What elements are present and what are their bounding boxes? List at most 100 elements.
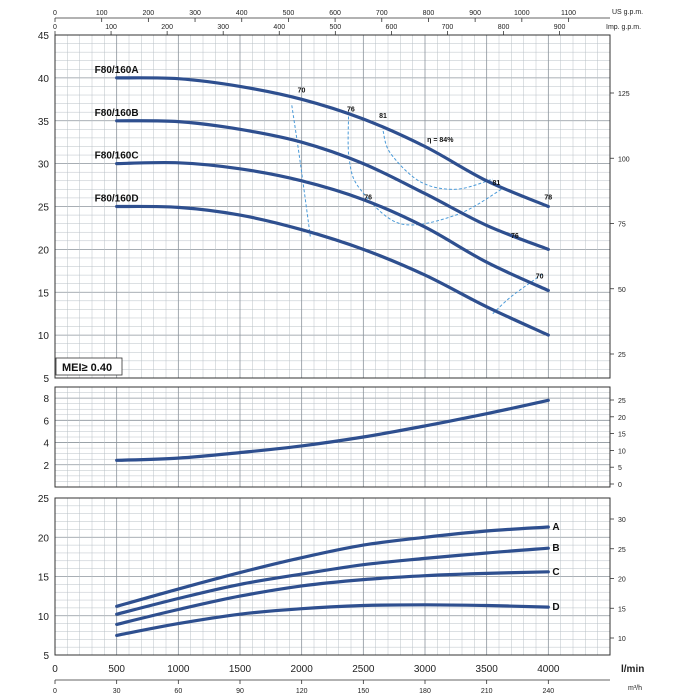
head-right-tick: 75 [618,222,626,229]
bottom-axis-lmin-label: l/min [621,664,644,675]
top-us-tick: 800 [423,10,435,17]
power-series-line [115,546,550,616]
bottom-lmin-tick: 500 [108,664,125,675]
head-left-tick: 25 [38,203,50,214]
bottom-axis-m3h-label: m³/h [628,685,642,692]
bottom-m3h-tick: 150 [357,688,369,695]
top-us-tick: 1000 [514,10,530,17]
top-imp-tick: 600 [386,24,398,31]
bottom-m3h-tick: 60 [174,688,182,695]
head-left-tick: 10 [38,331,50,342]
npsh-left-tick: 2 [43,461,49,472]
npsh-left-tick: 6 [43,416,49,427]
efficiency-curve-0 [291,105,311,237]
head-left-tick: 40 [38,74,50,85]
top-imp-tick: 900 [554,24,566,31]
power-right-tick: 30 [618,517,626,524]
efficiency-label: 76 [364,195,372,202]
power-series-line [115,525,550,608]
npsh-left-tick: 8 [43,394,49,405]
top-us-tick: 200 [143,10,155,17]
head-series-line [115,204,550,337]
npsh-right-tick: 15 [618,432,626,439]
power-right-tick: 10 [618,636,626,643]
efficiency-label: 81 [379,113,387,120]
head-series-label: F80/160A [95,65,139,76]
top-us-tick: 700 [376,10,388,17]
chart-grids [54,34,611,656]
head-series-label: F80/160D [95,194,139,205]
efficiency-curve-2 [382,130,493,190]
top-us-tick: 600 [329,10,341,17]
top-axis-imp-gpm-label: Imp. g.p.m. [606,24,641,31]
power-grid [54,497,611,656]
power-series-label: C [552,567,559,578]
efficiency-label: 78 [544,195,552,202]
bottom-lmin-tick: 4000 [537,664,560,675]
efficiency-label: 76 [347,106,355,113]
top-imp-tick: 800 [498,24,510,31]
top-us-tick: 1100 [561,10,576,17]
power-right-tick: 15 [618,606,626,613]
head-right-tick: 50 [618,287,626,294]
power-left-tick: 25 [38,494,50,505]
top-imp-tick: 400 [273,24,285,31]
head-series-line [115,119,550,251]
npsh-grid [54,386,611,488]
npsh-right-tick: 20 [618,415,626,422]
head-right-tick: 125 [618,91,630,98]
bottom-lmin-tick: 1000 [167,664,190,675]
power-series-label: D [552,602,559,613]
head-left-tick: 5 [43,374,49,385]
npsh-right-tick: 5 [618,465,622,472]
efficiency-label: 76 [511,233,519,240]
bottom-lmin-tick: 3500 [476,664,499,675]
top-us-tick: 400 [236,10,248,17]
head-series-label: F80/160B [95,108,139,119]
top-us-tick: 900 [469,10,481,17]
mei-box [55,357,123,376]
chart-labels: F80/160A F80/160B F80/160C F80/160D 70 76 81 η … [38,10,630,695]
head-right-tick: 100 [618,156,630,163]
mei-label: MEI≥ 0.40 [62,362,112,374]
head-series-label: F80/160C [95,151,139,162]
power-left-tick: 15 [38,573,50,584]
head-left-tick: 35 [38,117,50,128]
npsh-right-tick: 10 [618,448,626,455]
top-imp-tick: 700 [442,24,454,31]
power-left-tick: 10 [38,612,50,623]
bottom-m3h-tick: 120 [296,688,308,695]
efficiency-label: 70 [536,274,544,281]
npsh-left-tick: 4 [43,439,49,450]
head-grid [54,34,611,379]
power-right-tick: 20 [618,577,626,584]
head-right-tick: 25 [618,352,626,359]
bottom-m3h-tick: 240 [542,688,554,695]
bottom-m3h-tick: 180 [419,688,431,695]
bottom-m3h-tick: 90 [236,688,244,695]
head-left-tick: 45 [38,31,50,42]
bottom-m3h-tick: 30 [113,688,121,695]
power-series-label: B [552,543,559,554]
head-left-tick: 20 [38,245,50,256]
efficiency-label: 70 [298,87,306,94]
bottom-lmin-tick: 3000 [414,664,437,675]
head-left-tick: 15 [38,288,50,299]
chart-series [115,76,550,637]
bottom-lmin-tick: 1500 [229,664,252,675]
top-us-tick: 100 [96,10,108,17]
top-axis-us-gpm-label: US g.p.m. [612,9,643,16]
bottom-lmin-tick: 2000 [291,664,314,675]
npsh-right-tick: 25 [618,398,626,405]
efficiency-label: η = 84% [427,137,454,144]
bottom-lmin-tick: 2500 [352,664,375,675]
power-left-tick: 20 [38,533,50,544]
bottom-lmin-tick: 0 [52,664,58,675]
top-us-tick: 0 [53,10,57,17]
power-frame [54,497,611,656]
top-imp-tick: 100 [105,24,117,31]
top-us-tick: 300 [189,10,201,17]
power-right-tick: 25 [618,547,626,554]
npsh-frame [54,386,611,488]
head-left-tick: 30 [38,160,50,171]
